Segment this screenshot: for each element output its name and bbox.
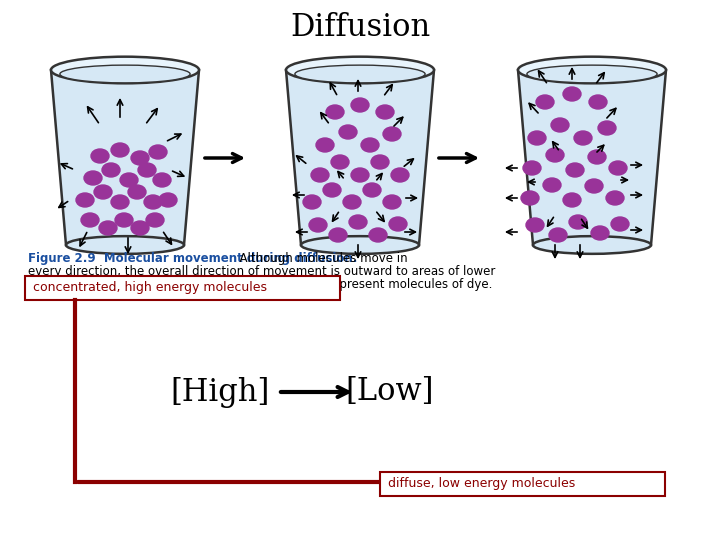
Ellipse shape: [371, 155, 389, 169]
Ellipse shape: [81, 213, 99, 227]
Ellipse shape: [111, 143, 129, 157]
Ellipse shape: [589, 95, 607, 109]
Text: [High]: [High]: [171, 376, 270, 408]
Ellipse shape: [76, 193, 94, 207]
Polygon shape: [286, 70, 434, 245]
Ellipse shape: [153, 173, 171, 187]
Polygon shape: [518, 70, 666, 245]
Ellipse shape: [549, 228, 567, 242]
Ellipse shape: [349, 215, 367, 229]
Ellipse shape: [91, 149, 109, 163]
Ellipse shape: [131, 221, 149, 235]
Ellipse shape: [383, 127, 401, 141]
Text: concentrated, high energy molecules: concentrated, high energy molecules: [33, 281, 267, 294]
Ellipse shape: [295, 65, 425, 83]
Ellipse shape: [316, 138, 334, 152]
Ellipse shape: [361, 138, 379, 152]
Ellipse shape: [286, 57, 434, 83]
Ellipse shape: [66, 236, 184, 254]
Ellipse shape: [309, 218, 327, 232]
Text: Figure 2.9  Molecular movement during diffusion.: Figure 2.9 Molecular movement during dif…: [28, 252, 357, 265]
Ellipse shape: [60, 65, 190, 83]
Ellipse shape: [566, 163, 584, 177]
Ellipse shape: [523, 161, 541, 175]
Ellipse shape: [543, 178, 561, 192]
Ellipse shape: [363, 183, 381, 197]
Text: [Low]: [Low]: [346, 376, 434, 408]
Ellipse shape: [536, 95, 554, 109]
Ellipse shape: [518, 57, 666, 83]
Ellipse shape: [563, 87, 581, 101]
Ellipse shape: [606, 191, 624, 205]
Ellipse shape: [351, 168, 369, 182]
Ellipse shape: [591, 226, 609, 240]
Ellipse shape: [546, 148, 564, 162]
Ellipse shape: [563, 193, 581, 207]
Text: Diffusion: Diffusion: [290, 12, 430, 43]
Ellipse shape: [301, 236, 419, 254]
Ellipse shape: [311, 168, 329, 182]
Ellipse shape: [323, 183, 341, 197]
Ellipse shape: [326, 105, 344, 119]
Ellipse shape: [598, 121, 616, 135]
Bar: [380, 472, 665, 496]
Ellipse shape: [144, 195, 162, 209]
Ellipse shape: [351, 98, 369, 112]
Text: every direction, the overall direction of movement is outward to areas of lower: every direction, the overall direction o…: [28, 265, 495, 278]
Ellipse shape: [159, 193, 177, 207]
Ellipse shape: [391, 168, 409, 182]
Text: diffuse, low energy molecules: diffuse, low energy molecules: [388, 477, 575, 490]
Text: Although molecules move in: Although molecules move in: [232, 252, 408, 265]
Ellipse shape: [526, 218, 544, 232]
Ellipse shape: [102, 163, 120, 177]
Ellipse shape: [146, 213, 164, 227]
Ellipse shape: [111, 195, 129, 209]
Ellipse shape: [376, 105, 394, 119]
Ellipse shape: [94, 185, 112, 199]
Ellipse shape: [128, 185, 146, 199]
Ellipse shape: [521, 191, 539, 205]
Ellipse shape: [115, 213, 133, 227]
Polygon shape: [51, 70, 199, 245]
Ellipse shape: [51, 57, 199, 83]
Ellipse shape: [120, 173, 138, 187]
Ellipse shape: [585, 179, 603, 193]
Ellipse shape: [303, 195, 321, 209]
Ellipse shape: [339, 125, 357, 139]
Text: concentration. The colored circles in these figures represent molecules of dye.: concentration. The colored circles in th…: [28, 278, 492, 291]
Ellipse shape: [528, 131, 546, 145]
Ellipse shape: [343, 195, 361, 209]
Ellipse shape: [527, 65, 657, 83]
Ellipse shape: [131, 151, 149, 165]
Ellipse shape: [84, 171, 102, 185]
Ellipse shape: [551, 118, 569, 132]
Ellipse shape: [574, 131, 592, 145]
Ellipse shape: [389, 217, 407, 231]
Ellipse shape: [149, 145, 167, 159]
Ellipse shape: [569, 215, 587, 229]
Ellipse shape: [588, 150, 606, 164]
Ellipse shape: [533, 236, 651, 254]
Ellipse shape: [369, 228, 387, 242]
Ellipse shape: [331, 155, 349, 169]
Ellipse shape: [383, 195, 401, 209]
Ellipse shape: [609, 161, 627, 175]
Ellipse shape: [329, 228, 347, 242]
Ellipse shape: [611, 217, 629, 231]
Bar: [25, 276, 340, 300]
Ellipse shape: [99, 221, 117, 235]
Ellipse shape: [138, 163, 156, 177]
